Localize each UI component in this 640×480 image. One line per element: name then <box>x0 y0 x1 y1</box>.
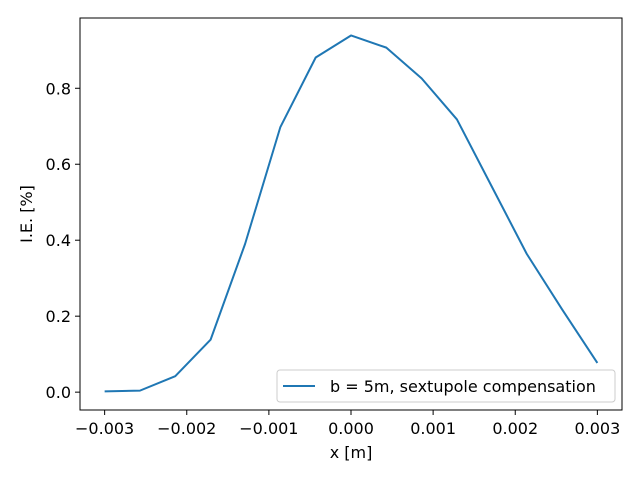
x-axis-ticks: −0.003 −0.002 −0.001 0.000 0.001 0.002 0.003 <box>75 410 620 438</box>
y-tick-label: 0.4 <box>46 231 71 250</box>
legend-label: b = 5m, sextupole compensation <box>330 377 596 396</box>
x-tick-label: −0.003 <box>75 419 134 438</box>
legend-box <box>276 369 616 403</box>
y-tick-label: 0.6 <box>46 155 71 174</box>
x-tick-label: −0.001 <box>239 419 298 438</box>
y-tick-label: 0.2 <box>46 307 71 326</box>
x-tick-label: 0.002 <box>492 419 538 438</box>
y-axis-ticks: 0.0 0.2 0.4 0.6 0.8 <box>46 79 80 402</box>
x-tick-label: −0.002 <box>157 419 216 438</box>
y-tick-label: 0.0 <box>46 383 71 402</box>
series-layer <box>104 34 599 393</box>
plot-area-background <box>80 18 622 410</box>
legend: b = 5m, sextupole compensation <box>276 369 616 403</box>
y-tick-label: 0.8 <box>46 79 71 98</box>
y-axis-label: I.E. [%] <box>17 185 36 243</box>
x-tick-label: 0.003 <box>574 419 620 438</box>
x-axis-label: x [m] <box>330 443 373 462</box>
series-line <box>104 34 599 393</box>
x-tick-label: 0.000 <box>328 419 374 438</box>
x-tick-label: 0.001 <box>410 419 456 438</box>
